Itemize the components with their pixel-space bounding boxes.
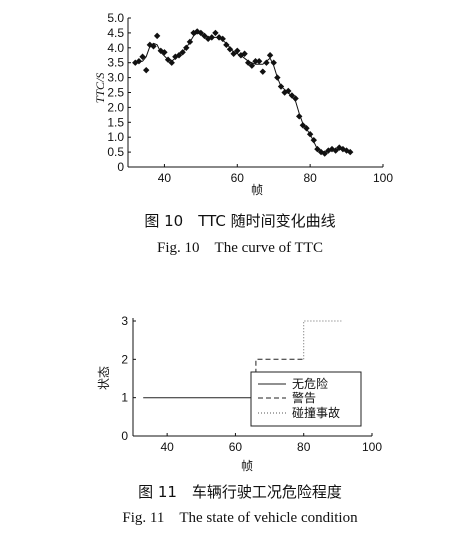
ttc-data-point [296,113,303,120]
ttc-data-point [332,147,339,154]
state-xtick-label: 80 [297,440,311,454]
ttc-data-point [299,122,307,129]
ttc-data-point [197,29,205,37]
ttc-data-point [306,131,314,138]
ttc-data-point [146,41,154,49]
ttc-data-point [168,59,175,66]
ttc-data-point [234,47,241,54]
ttc-data-point [135,58,143,65]
state-xtick-label: 60 [229,440,243,454]
ttc-ytick-label: 1.5 [107,115,124,129]
ttc-data-point [292,95,299,102]
ttc-data-point [175,52,183,59]
ttc-data-point [183,44,190,51]
ttc-data-point [248,62,256,69]
ttc-xtick-label: 60 [231,171,245,185]
ttc-ytick-label: 4.5 [107,26,124,40]
ttc-data-point [153,32,161,40]
ttc-xtick-label: 80 [303,171,317,185]
state-ytick-label: 1 [121,391,128,405]
ttc-data-point [172,53,179,60]
ttc-points [132,28,354,157]
state-yticks: 0 1 2 3 [121,314,136,443]
legend-entry-no-danger: 无危险 [292,376,328,391]
ttc-ytick-label: 4.0 [107,41,124,55]
ttc-data-point [194,28,201,35]
ttc-ytick-label: 3.5 [107,56,124,70]
ttc-data-point [245,59,252,66]
ttc-fit-curve [135,32,351,153]
state-ytick-label: 0 [121,429,128,443]
ttc-data-point [314,145,321,153]
ttc-data-point [230,50,237,57]
ttc-data-point [274,74,281,81]
ttc-data-point [270,59,277,66]
state-xticks: 40 60 80 100 [160,433,382,454]
legend-entry-warning: 警告 [292,390,316,405]
ttc-data-point [263,59,270,66]
ttc-data-point [208,34,215,41]
state-xtick-label: 40 [160,440,174,454]
ttc-chart: 00.51.01.52.02.53.03.54.04.55.0 40 60 80 10… [93,11,393,256]
ttc-ytick-label: 2.5 [107,86,124,100]
ttc-data-point [226,46,234,53]
ttc-data-point [266,52,274,59]
ttc-ytick-label: 2.0 [107,100,124,114]
ttc-yticks: 00.51.01.52.02.53.03.54.04.55.0 [107,11,131,174]
ttc-data-point [288,92,296,99]
state-y-axis-label: 状态 [97,366,111,390]
ttc-data-point [303,125,310,132]
ttc-data-point [285,87,292,95]
fig11-caption-cn: 图 11 车辆行驶工况危险程度 [138,483,342,501]
ttc-data-point [143,66,150,74]
ttc-data-point [212,29,219,37]
ttc-data-point [164,56,172,63]
ttc-ytick-label: 3.0 [107,71,124,85]
ttc-x-axis-label: 帧 [251,183,263,197]
state-axes [132,318,372,437]
fig10-caption-cn: 图 10 TTC 随时间变化曲线 [144,212,335,230]
ttc-ytick-label: 1.0 [107,130,124,144]
ttc-data-point [139,53,146,60]
state-ytick-label: 3 [121,314,128,328]
ttc-data-point [255,58,263,65]
ttc-data-point [223,41,230,49]
ttc-xticks: 40 60 80 100 [158,164,393,185]
ttc-data-point [219,35,226,43]
ttc-data-point [241,50,248,57]
legend-entry-collision: 碰撞事故 [292,405,340,420]
ttc-data-point [186,38,194,46]
ttc-data-point [277,83,285,90]
ttc-data-point [204,35,212,43]
ttc-xtick-label: 40 [158,171,172,185]
ttc-data-point [201,32,208,40]
ttc-data-point [161,49,168,56]
ttc-ytick-label: 0 [117,160,124,174]
state-x-axis-label: 帧 [241,459,253,473]
ttc-xtick-label: 100 [373,171,393,185]
ttc-ytick-label: 0.5 [107,145,124,159]
ttc-data-point [179,49,186,56]
legend-box [250,371,362,427]
state-series-collision [303,320,342,360]
state-xtick-label: 100 [362,440,382,454]
ttc-data-point [347,148,354,156]
state-legend: 无危险 警告 碰撞事故 [250,371,362,427]
fig11-caption-en: Fig. 11 The state of vehicle condition [122,510,358,526]
ttc-data-point [252,58,259,65]
fig10-caption-en: Fig. 10 The curve of TTC [157,240,323,256]
ttc-curve [135,32,351,153]
state-chart: 0 1 2 3 40 60 80 100 状态 帧 无危险 警告 碰撞事故 图 11 车辆行… [97,314,382,526]
state-ytick-label: 2 [121,352,128,366]
ttc-data-point [150,43,157,50]
ttc-data-point [259,68,266,75]
ttc-data-point [321,150,328,157]
ttc-ytick-label: 5.0 [107,11,124,25]
ttc-axes [127,18,383,168]
ttc-y-axis-label: TTC/S [93,73,107,104]
ttc-data-point [310,136,317,144]
